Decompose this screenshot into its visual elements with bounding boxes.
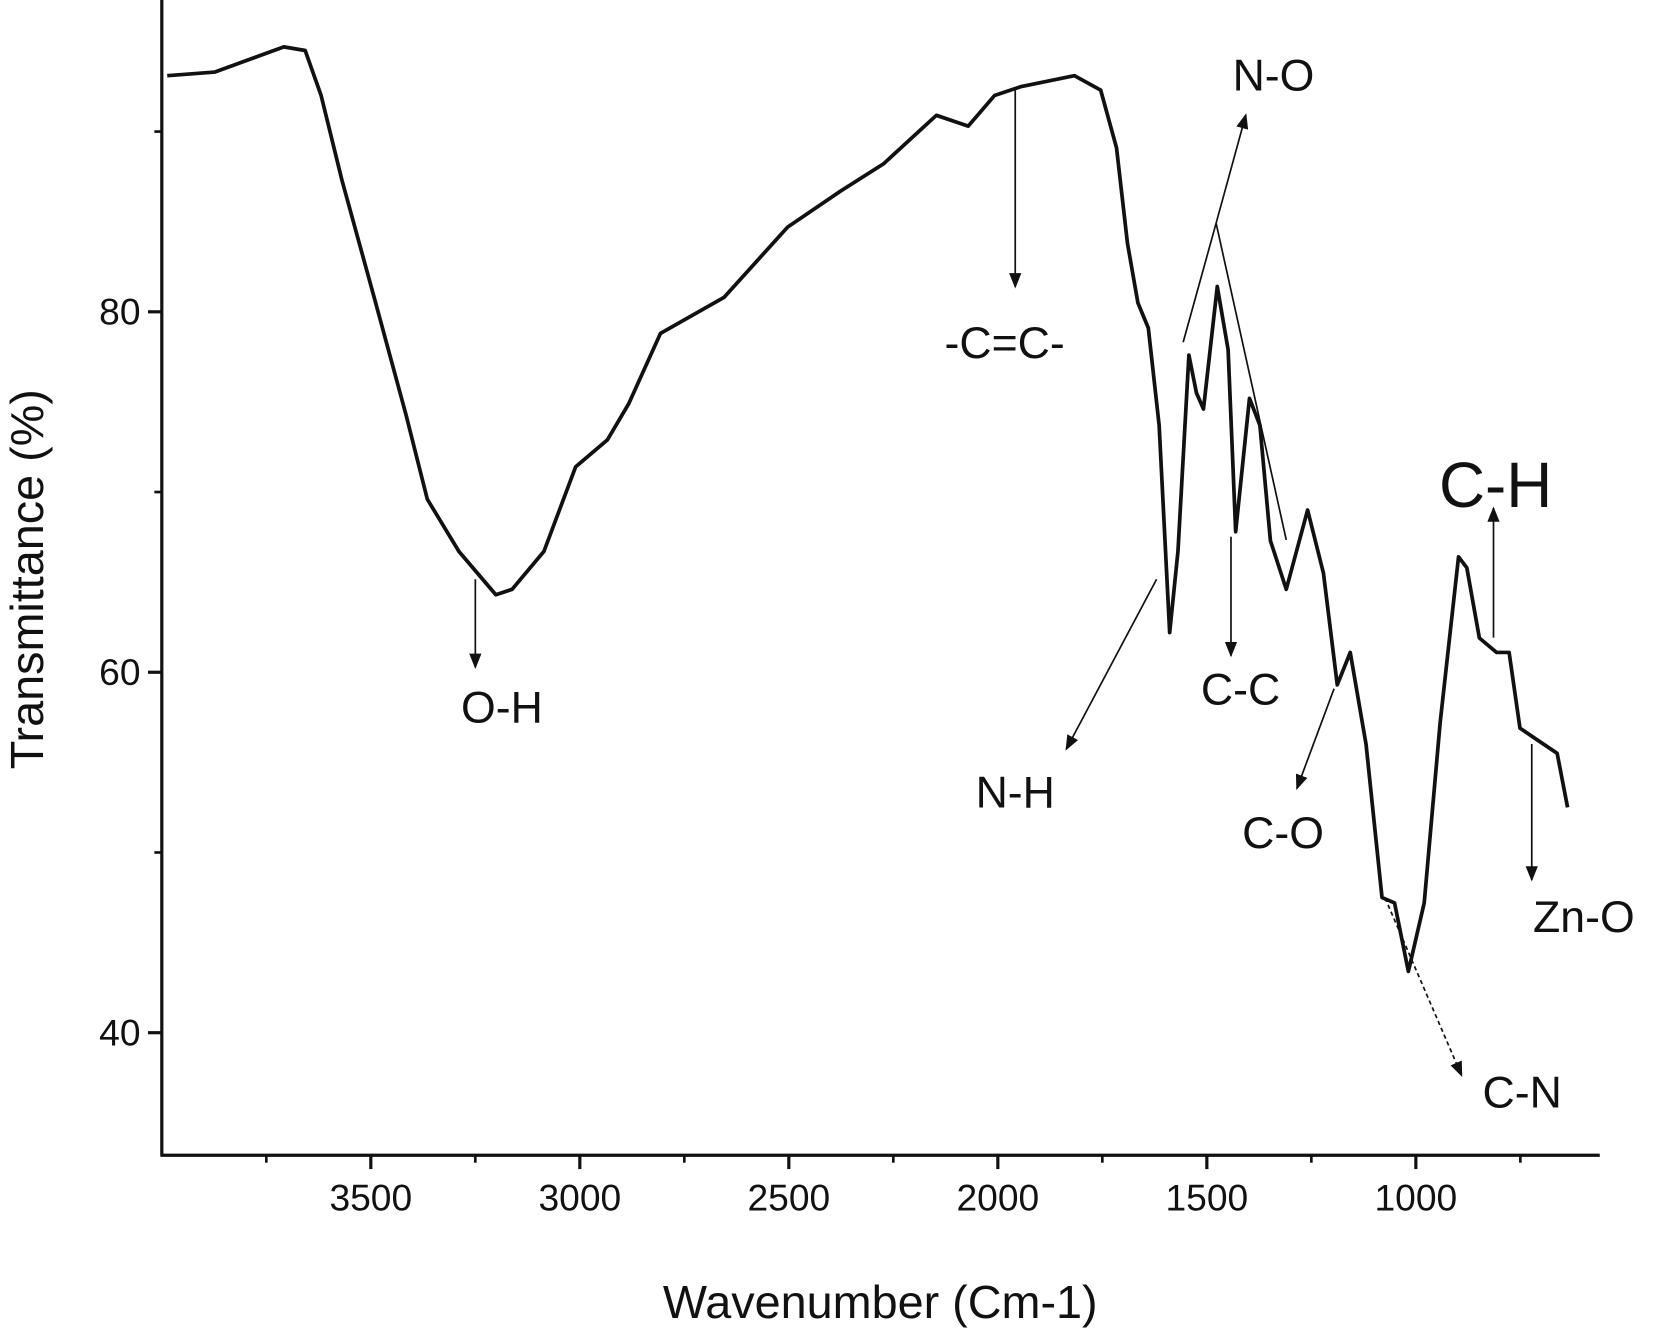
x-tick-label: 3000 bbox=[538, 1177, 621, 1219]
x-axis-label: Wavenumber (Cm-1) bbox=[663, 1276, 1098, 1328]
y-axis-label: Transmittance (%) bbox=[1, 389, 53, 769]
x-tick-label: 3500 bbox=[329, 1177, 412, 1219]
annotation: N-H bbox=[976, 769, 1055, 818]
arrow bbox=[1215, 223, 1288, 541]
y-tick-label: 40 bbox=[99, 1011, 140, 1053]
x-tick-label: 2000 bbox=[956, 1177, 1039, 1219]
arrows bbox=[469, 90, 1538, 1077]
arrow bbox=[1065, 578, 1158, 751]
annotation: Zn-O bbox=[1533, 893, 1635, 942]
annotation: C-O bbox=[1242, 809, 1324, 858]
annotation: -C=C- bbox=[944, 319, 1064, 368]
x-tick-label: 1500 bbox=[1165, 1177, 1248, 1219]
arrow bbox=[1182, 222, 1217, 343]
arrow bbox=[1384, 897, 1463, 1077]
annotation: C-H bbox=[1439, 449, 1552, 521]
x-tick-label: 1000 bbox=[1374, 1177, 1457, 1219]
arrow bbox=[1295, 688, 1335, 791]
y-tick-label: 60 bbox=[99, 651, 140, 693]
x-tick-label: 2500 bbox=[747, 1177, 830, 1219]
y-tick-label: 80 bbox=[99, 291, 140, 333]
arrow bbox=[1215, 113, 1249, 224]
annotation: N-O bbox=[1233, 51, 1315, 100]
spectrum-line bbox=[167, 45, 1570, 974]
annotations: O-H -C=C- N-O N-H C-C C-O C-H Zn-O C-N bbox=[461, 51, 1635, 1117]
axes bbox=[160, 0, 1600, 1157]
annotation: C-C bbox=[1201, 666, 1280, 715]
annotation: C-N bbox=[1483, 1068, 1562, 1117]
annotation: O-H bbox=[461, 684, 543, 733]
